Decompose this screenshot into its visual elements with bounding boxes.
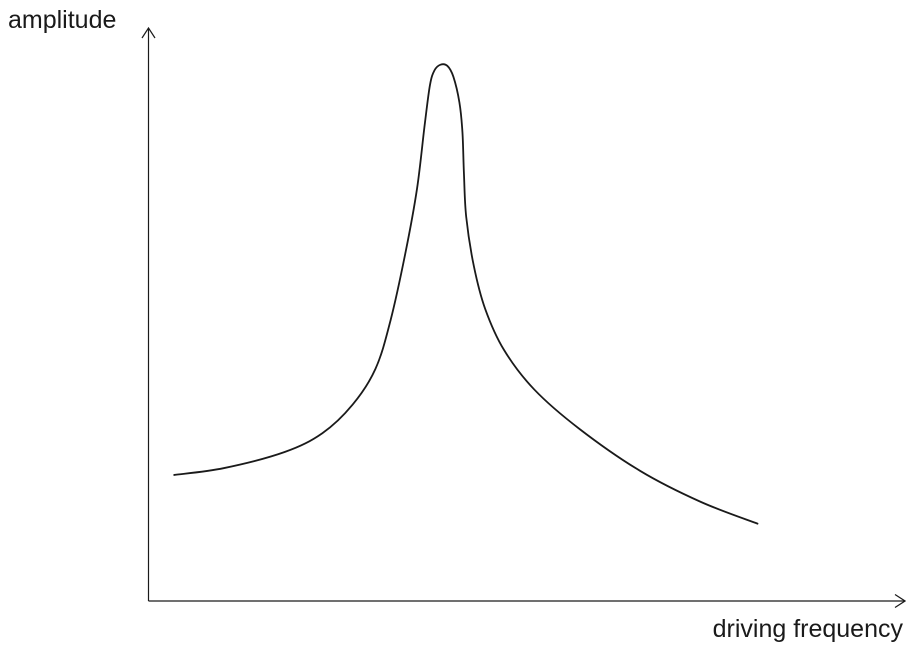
x-axis-label: driving frequency [713,615,904,643]
amplitude-curve [174,64,757,523]
y-axis-label: amplitude [8,6,116,34]
